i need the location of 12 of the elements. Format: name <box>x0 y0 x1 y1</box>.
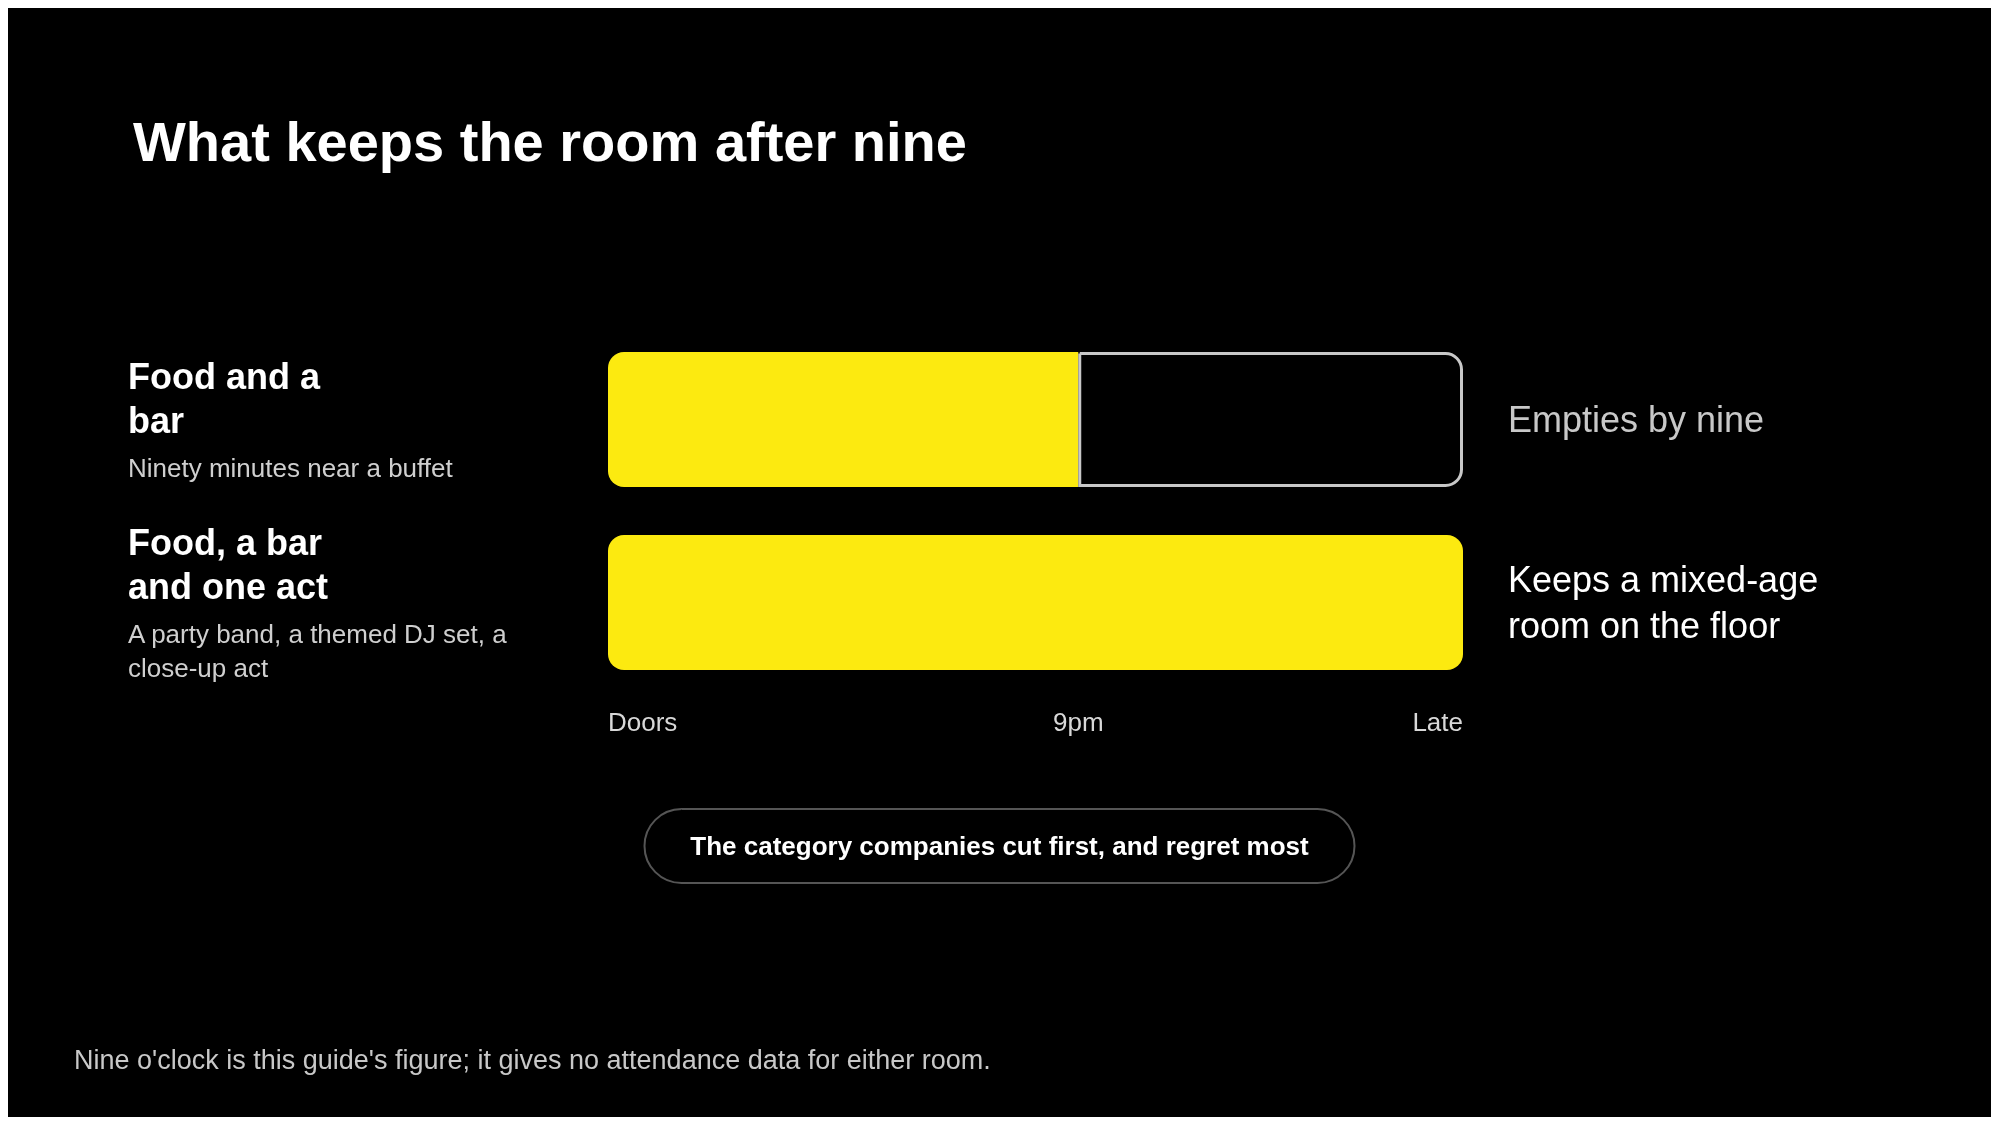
text: A party band, a themed DJ set, a close-up act <box>128 618 508 683</box>
text: Doors <box>608 707 678 737</box>
text: 9pm <box>1052 707 1104 737</box>
text: Ninety minutes near a buffet <box>128 452 454 483</box>
text: Empties by nine <box>1508 399 1765 440</box>
chart-title: What keeps the room after nine <box>133 109 967 173</box>
text: The category companies cut first, and regret most <box>690 831 1310 861</box>
y-tick-label: Food, a bar and one act <box>128 522 329 607</box>
text: Late <box>1412 707 1463 737</box>
y-tick-label: Food and a bar <box>128 356 321 441</box>
text: Keeps a mixed-age room on the floor <box>1508 559 1819 646</box>
text: Nine o'clock is this guide's figure; it gives no attendance data for either room. <box>74 1044 991 1075</box>
